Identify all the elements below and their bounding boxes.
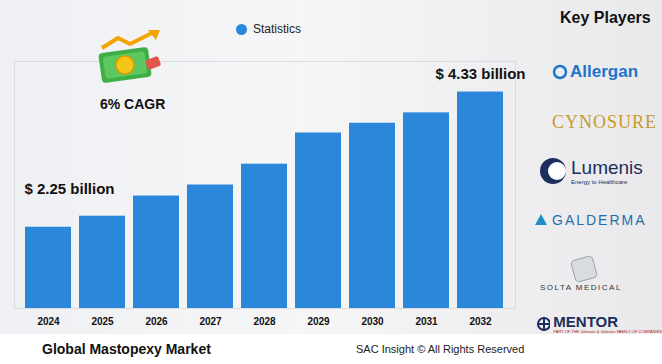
svg-text:2025: 2025 <box>91 316 114 327</box>
svg-text:$ 4.33 billion: $ 4.33 billion <box>435 65 525 82</box>
svg-text:2024: 2024 <box>37 316 60 327</box>
html-text:Key Players: Key Players <box>560 9 651 26</box>
html-text:PART OF THE Johnson & Johnson: PART OF THE Johnson & Johnson FAMILY OF … <box>553 329 662 334</box>
svg-text:2028: 2028 <box>253 316 276 327</box>
svg-text:2027: 2027 <box>199 316 222 327</box>
svg-text:2030: 2030 <box>361 316 384 327</box>
html-text:CYNOSURE: CYNOSURE <box>552 112 657 132</box>
html-text:6% CAGR: 6% CAGR <box>100 96 166 112</box>
html-text:Global Mastopexy Market: Global Mastopexy Market <box>42 341 211 357</box>
html-text:Energy to Healthcare: Energy to Healthcare <box>571 179 628 185</box>
svg-text:2031: 2031 <box>415 316 438 327</box>
html-text:MENTOR: MENTOR <box>553 313 619 330</box>
html-text:SOLTA MEDICAL: SOLTA MEDICAL <box>540 283 622 292</box>
svg-text:2026: 2026 <box>145 316 168 327</box>
svg-text:$ 2.25 billion: $ 2.25 billion <box>25 180 115 197</box>
html-text:GALDERMA: GALDERMA <box>552 212 647 228</box>
html-text:Statistics: Statistics <box>253 22 301 36</box>
html-text:Allergan: Allergan <box>570 62 638 81</box>
svg-text:2032: 2032 <box>469 316 492 327</box>
html-text:SAC Insight © All Rights Reser: SAC Insight © All Rights Reserved <box>356 343 525 355</box>
svg-text:2029: 2029 <box>307 316 330 327</box>
html-text:Lumenis: Lumenis <box>571 157 643 178</box>
